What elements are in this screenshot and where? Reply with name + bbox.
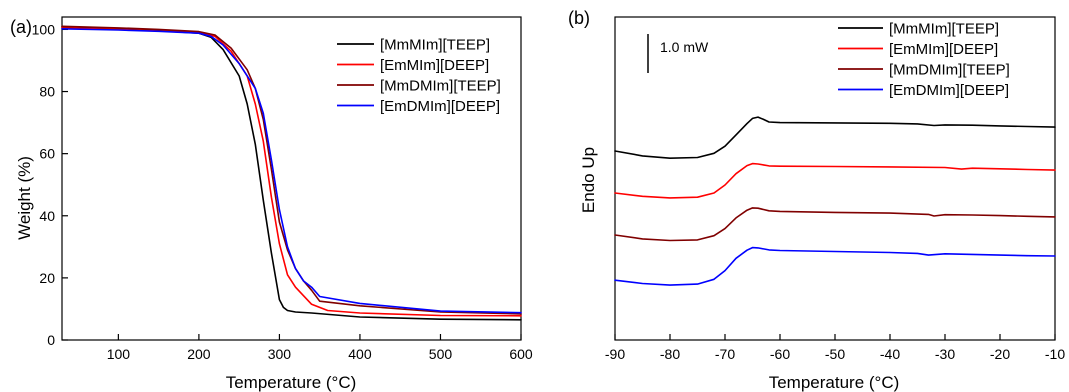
panel-a-legend-label: [MmDMIm][TEEP] — [380, 78, 501, 95]
panel-b-scale-bar-label: 1.0 mW — [660, 39, 709, 55]
panel-b-legend-label: [MmMIm][TEEP] — [889, 21, 999, 38]
panel-b-x-tick-label: -70 — [715, 346, 735, 362]
panel-b-x-tick-label: -90 — [605, 346, 625, 362]
panel-a-legend: [MmMIm][TEEP] [EmMIm][DEEP] [MmDMIm][TEEP]… — [337, 37, 501, 115]
panel-b-series-line-3 — [614, 207, 1056, 242]
panel-b-x-tick-label: -60 — [770, 346, 790, 362]
panel-b-legend-label: [MmDMIm][TEEP] — [889, 62, 1010, 79]
panel-b-series-line-1 — [614, 116, 1056, 159]
panel-b-y-axis-label: Endo Up — [579, 147, 598, 213]
panel-a-series-line-4 — [61, 27, 522, 314]
panel-b-legend-label: [EmDMIm][DEEP] — [889, 82, 1009, 99]
panel-b-series-line-2 — [614, 162, 1056, 199]
panel-a-axes-frame — [61, 16, 522, 341]
panel-b-x-axis-label: Temperature (°C) — [769, 373, 900, 392]
panel-b-x-tick-label: -20 — [990, 346, 1010, 362]
panel-b-plot-area: -90 -80 -70 -60 -50 -40 -30 -20 -10 — [605, 16, 1065, 362]
panel-a-y-tick-label: 100 — [32, 21, 56, 37]
panel-b-x-tick-label: -30 — [935, 346, 955, 362]
panel-b-dsc-chart: (b) Endo Up Temperature (°C) 1.0 mW -90-… — [568, 8, 1065, 392]
panel-a-x-tick-label: 200 — [187, 346, 211, 362]
panel-a-x-tick-label: 300 — [268, 346, 292, 362]
panel-b-x-tick-label: -50 — [825, 346, 845, 362]
panel-a-legend-label: [MmMIm][TEEP] — [380, 37, 490, 54]
panel-a-tga-chart: (a) Weight (%) Temperature (°C) 100 200 30… — [10, 16, 533, 392]
panel-a-x-tick-label: 400 — [348, 346, 372, 362]
panel-a-y-tick-label: 60 — [39, 146, 55, 162]
panel-b-legend-label: [EmMIm][DEEP] — [889, 41, 998, 58]
panel-b-label: (b) — [568, 8, 590, 28]
panel-a-label: (a) — [10, 17, 32, 37]
panel-b-x-tick-label: -80 — [660, 346, 680, 362]
panel-a-legend-label: [EmDMIm][DEEP] — [380, 98, 500, 115]
panel-b-series-line-4 — [614, 246, 1056, 286]
panel-a-x-tick-label: 500 — [429, 346, 453, 362]
panel-a-y-tick-label: 0 — [47, 332, 55, 348]
panel-a-legend-label: [EmMIm][DEEP] — [380, 57, 489, 74]
panel-a-y-axis-label: Weight (%) — [15, 156, 34, 240]
panel-a-y-tick-label: 40 — [39, 208, 55, 224]
panel-a-x-axis-label: Temperature (°C) — [226, 373, 357, 392]
panel-b-x-tick-label: -10 — [1045, 346, 1065, 362]
panel-b-x-tick-label: -40 — [880, 346, 900, 362]
panel-a-series-line-3 — [61, 25, 522, 315]
panel-a-y-tick-label: 80 — [39, 84, 55, 100]
panel-b-legend: [MmMIm][TEEP] [EmMIm][DEEP] [MmDMIm][TEEP]… — [838, 21, 1010, 99]
panel-a-x-tick-label: 600 — [509, 346, 533, 362]
panel-a-y-tick-label: 20 — [39, 270, 55, 286]
panel-a-x-tick-label: 100 — [107, 346, 131, 362]
panel-a-plot-area: 100 200 300 400 500 600 0 20 40 60 80 100 — [32, 16, 533, 362]
